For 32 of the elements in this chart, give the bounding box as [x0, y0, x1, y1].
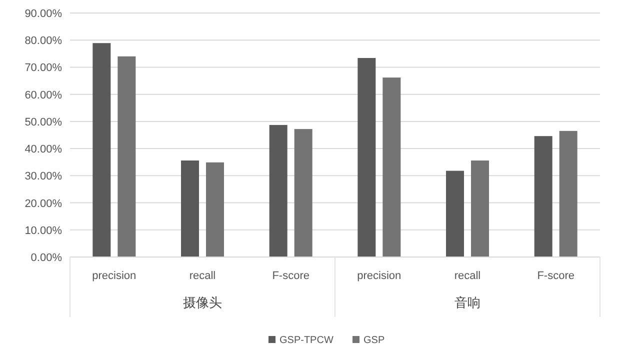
legend-label: GSP — [364, 335, 385, 346]
bar — [559, 130, 578, 257]
y-tick-label: 60.00% — [24, 89, 62, 102]
y-tick-label: 90.00% — [24, 8, 62, 20]
bar — [358, 58, 376, 257]
x-tick-label: precision — [92, 270, 136, 282]
bar — [118, 56, 136, 257]
y-tick-label: 30.00% — [24, 170, 62, 183]
bar — [446, 170, 464, 257]
bar — [382, 78, 401, 257]
x-tick-label: F-score — [272, 270, 310, 282]
bar — [534, 136, 552, 257]
y-tick-label: 20.00% — [24, 198, 62, 210]
x-tick-label: precision — [357, 270, 402, 282]
y-tick-label: 40.00% — [24, 144, 62, 156]
bar — [471, 160, 489, 257]
bar — [92, 43, 111, 257]
y-tick-label: 70.00% — [24, 62, 62, 74]
text: 音响 — [454, 295, 480, 310]
legend-label: GSP-TPCW — [280, 335, 334, 346]
bar — [181, 160, 199, 257]
x-tick-label: recall — [454, 270, 481, 282]
bar — [294, 129, 312, 257]
y-tick-label: 50.00% — [24, 116, 62, 128]
bar — [206, 162, 224, 257]
y-tick-label: 80.00% — [24, 35, 62, 48]
x-tick-label: recall — [189, 270, 216, 282]
x-tick-label: F-score — [537, 270, 574, 282]
y-tick-label: 0.00% — [30, 252, 62, 264]
bar — [269, 124, 288, 257]
text: 摄像头 — [183, 295, 222, 310]
y-tick-label: 10.00% — [24, 224, 62, 237]
